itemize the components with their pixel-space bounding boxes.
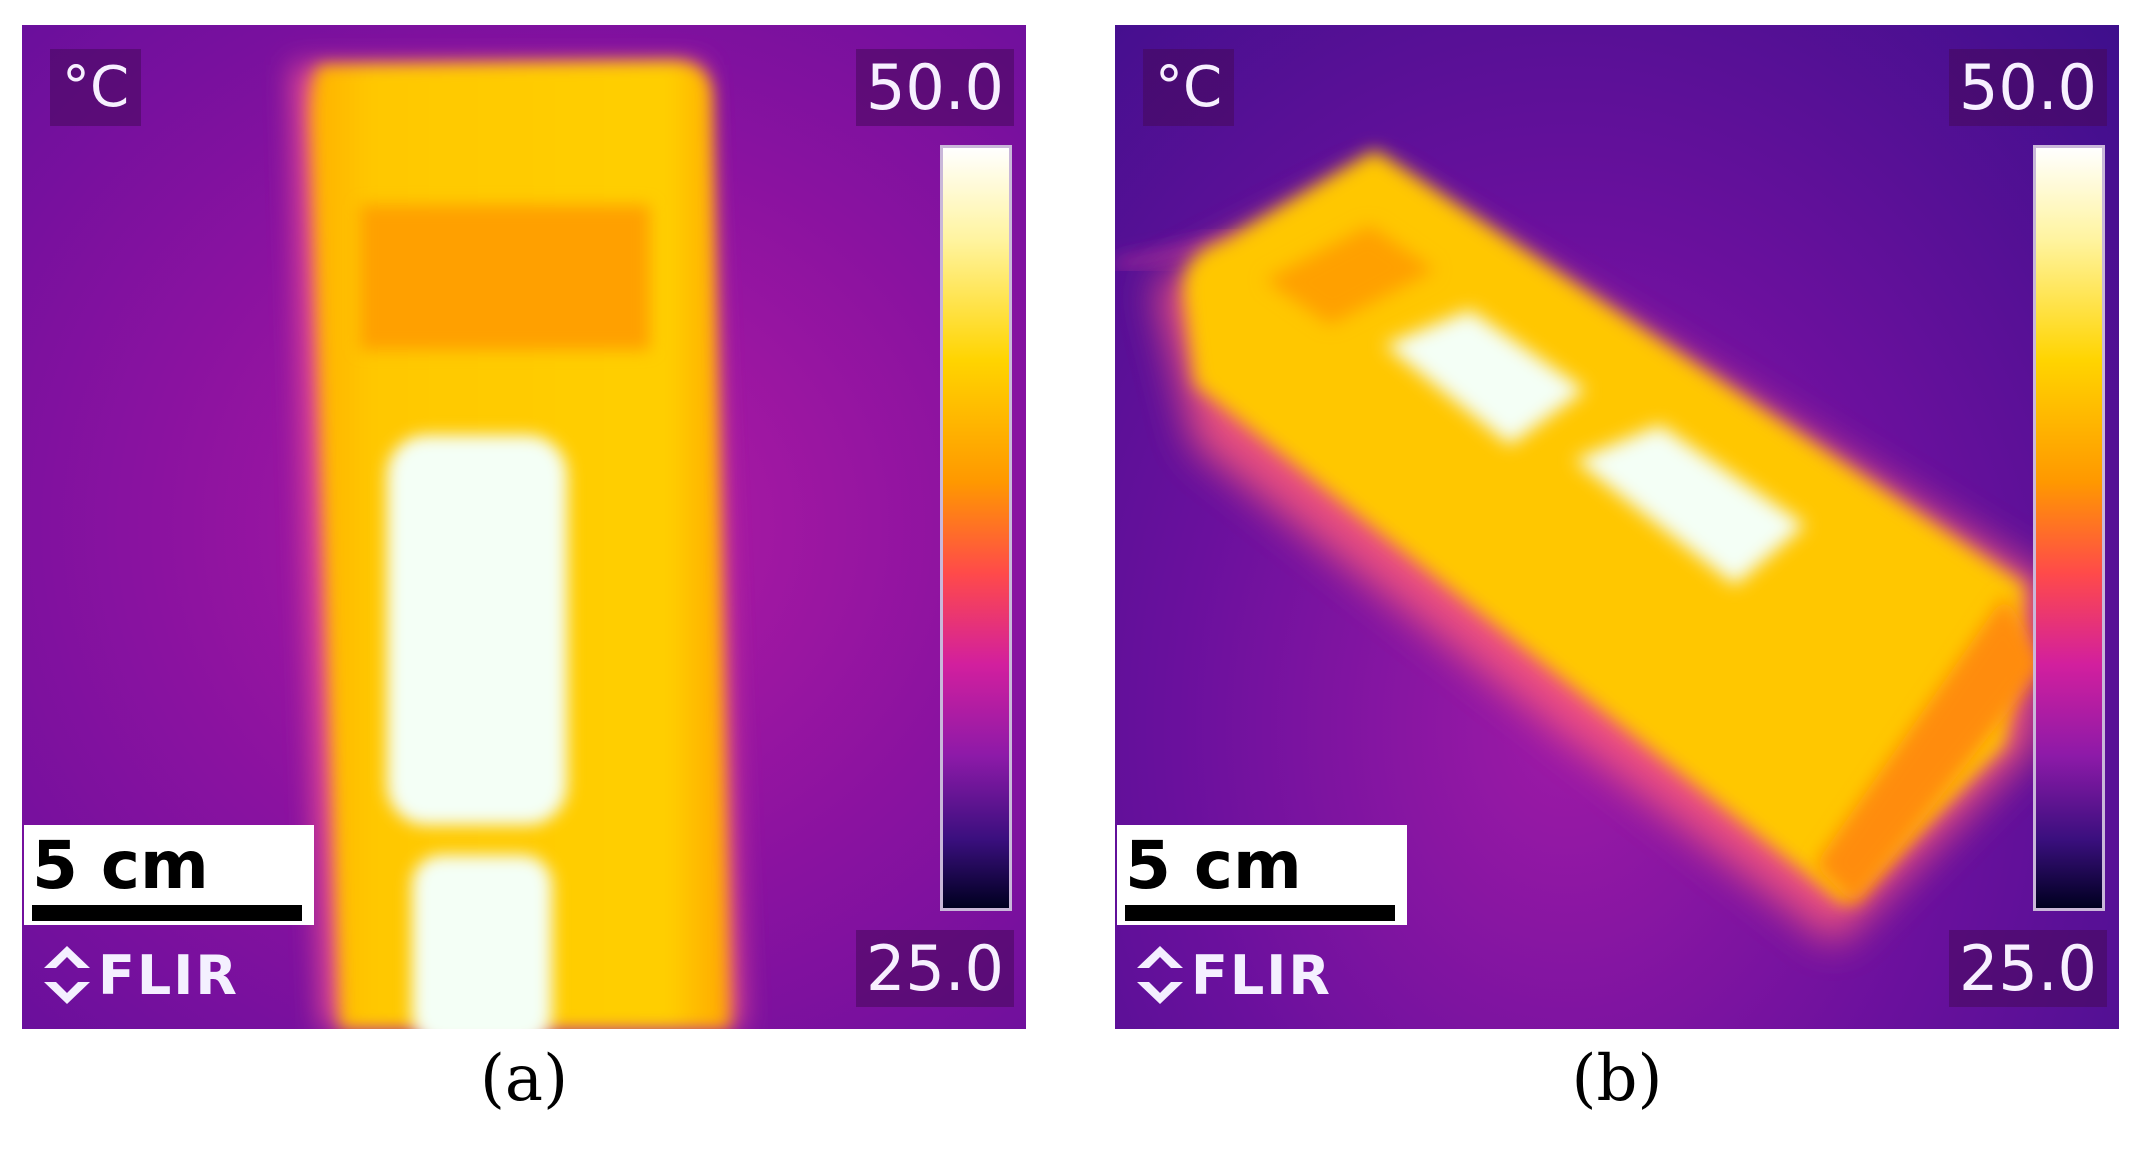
device-side-face bbox=[1815, 595, 2045, 905]
thermal-scene-a bbox=[292, 61, 742, 1029]
temperature-colorbar bbox=[940, 145, 1012, 911]
flir-logo-text: FLIR bbox=[98, 943, 239, 1007]
cool-display-patch bbox=[1265, 225, 1435, 325]
scale-label: 5 cm bbox=[32, 827, 209, 904]
temp-min-label: 25.0 bbox=[1948, 930, 2107, 1007]
temp-max-label: 50.0 bbox=[855, 49, 1014, 126]
caption-b: (b) bbox=[1571, 1042, 1663, 1116]
hot-region-upper bbox=[387, 435, 567, 825]
cool-display-patch bbox=[360, 205, 650, 350]
flir-logo: FLIR bbox=[1135, 940, 1332, 1010]
scale-bar-box: 5 cm bbox=[24, 825, 314, 925]
scale-label: 5 cm bbox=[1125, 827, 1302, 904]
thermal-image-a: °C 50.0 25.0 5 cm FLIR bbox=[22, 25, 1026, 1029]
temperature-colorbar bbox=[2033, 145, 2105, 911]
unit-label: °C bbox=[50, 49, 142, 126]
flir-logo-icon bbox=[44, 946, 90, 1004]
hot-region-right bbox=[1575, 425, 1805, 585]
caption-a: (a) bbox=[479, 1042, 569, 1116]
temp-max-label: 50.0 bbox=[1948, 49, 2107, 126]
hot-region-left bbox=[1385, 310, 1585, 445]
scale-bar bbox=[32, 905, 302, 921]
thermal-scene-b bbox=[1115, 150, 2055, 945]
temp-min-label: 25.0 bbox=[855, 930, 1014, 1007]
hot-region-lower bbox=[412, 855, 552, 1029]
unit-label: °C bbox=[1143, 49, 1235, 126]
thermal-image-b: °C 50.0 25.0 5 cm FLIR bbox=[1115, 25, 2119, 1029]
scale-bar bbox=[1125, 905, 1395, 921]
scale-bar-box: 5 cm bbox=[1117, 825, 1407, 925]
flir-logo-text: FLIR bbox=[1191, 943, 1332, 1007]
flir-logo-icon bbox=[1137, 946, 1183, 1004]
device-body bbox=[1183, 150, 2025, 905]
flir-logo: FLIR bbox=[42, 940, 239, 1010]
